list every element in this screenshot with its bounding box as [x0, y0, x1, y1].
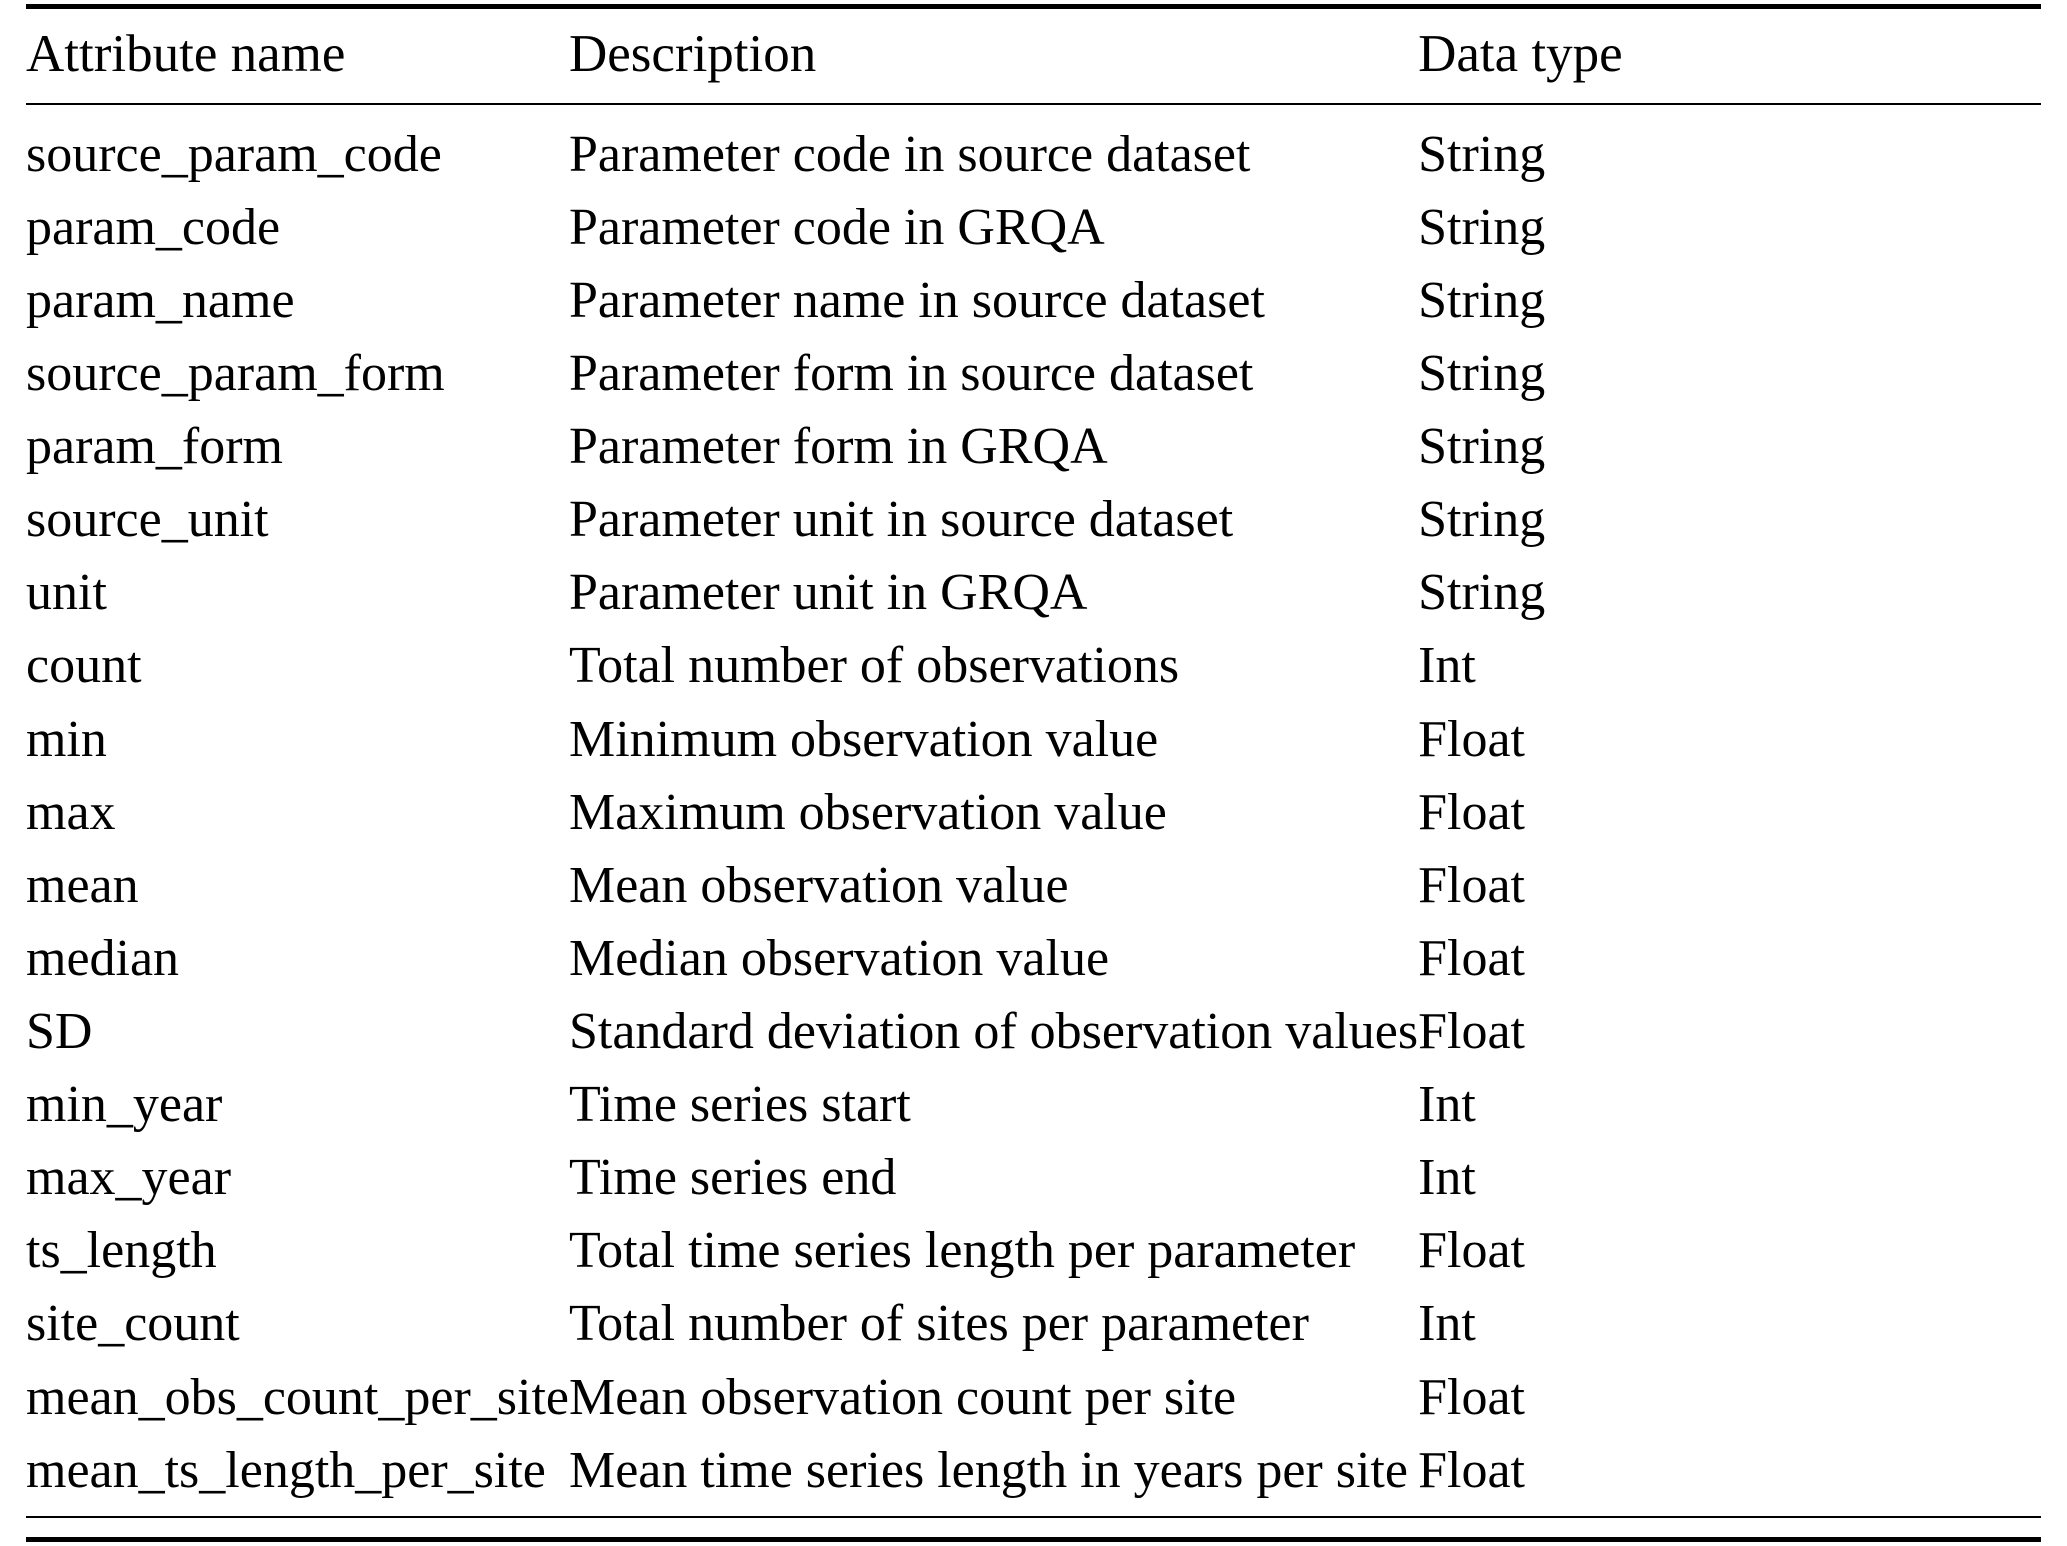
cell-data-type: String: [1418, 491, 1546, 549]
cell-attribute-name: site_count: [26, 1295, 240, 1353]
cell-description: Mean observation value: [568, 856, 1069, 914]
table-row: ts_length Total time series length per pa…: [26, 1214, 2041, 1287]
table-row: min Minimum observation value Float: [26, 703, 2041, 776]
cell-data-type: String: [1418, 125, 1546, 183]
cell-attribute-name: median: [26, 929, 180, 987]
cell-data-type: Int: [1418, 637, 1476, 695]
cell-attribute-name: ts_length: [26, 1222, 217, 1280]
cell-description: Time series start: [568, 1076, 911, 1134]
table-row: unit Parameter unit in GRQA String: [26, 556, 2041, 629]
cell-description: Maximum observation value: [568, 783, 1167, 841]
table-row: param_code Parameter code in GRQA String: [26, 191, 2041, 264]
table-row: source_unit Parameter unit in source data…: [26, 483, 2041, 556]
table-row: count Total number of observations Int: [26, 629, 2041, 702]
cell-attribute-name: count: [26, 637, 142, 695]
table-row: mean_ts_length_per_site Mean time series …: [26, 1434, 2041, 1517]
cell-data-type: Float: [1418, 1002, 1526, 1060]
cell-description: Standard deviation of observation values: [568, 1002, 1419, 1060]
table-row: min_year Time series start Int: [26, 1068, 2041, 1141]
cell-data-type: String: [1418, 198, 1546, 256]
column-header-description: Description: [568, 9, 1419, 105]
cell-attribute-name: mean: [26, 856, 139, 914]
cell-attribute-name: max_year: [26, 1149, 232, 1207]
cell-attribute-name: mean_obs_count_per_site: [26, 1368, 569, 1426]
cell-data-type: Float: [1418, 1441, 1526, 1499]
cell-data-type: Int: [1418, 1149, 1476, 1207]
cell-attribute-name: source_unit: [26, 491, 269, 549]
table-header-row: Attribute name Description Data type: [26, 9, 2041, 105]
attribute-table: Attribute name Description Data type sou…: [26, 9, 2041, 1518]
cell-data-type: String: [1418, 344, 1546, 402]
cell-description: Parameter code in source dataset: [568, 125, 1251, 183]
cell-attribute-name: source_param_form: [26, 344, 445, 402]
table-row: source_param_form Parameter form in sourc…: [26, 337, 2041, 410]
cell-data-type: Float: [1418, 783, 1526, 841]
table-row: max_year Time series end Int: [26, 1141, 2041, 1214]
table-row: mean_obs_count_per_site Mean observation …: [26, 1361, 2041, 1434]
table-row: SD Standard deviation of observation valu…: [26, 995, 2041, 1068]
table-row: mean Mean observation value Float: [26, 849, 2041, 922]
table-row: max Maximum observation value Float: [26, 776, 2041, 849]
cell-data-type: Int: [1418, 1295, 1476, 1353]
cell-description: Parameter code in GRQA: [568, 198, 1105, 256]
cell-description: Total time series length per parameter: [568, 1222, 1356, 1280]
cell-data-type: Float: [1418, 710, 1526, 768]
cell-data-type: String: [1418, 418, 1546, 476]
cell-description: Parameter form in GRQA: [568, 418, 1108, 476]
table-row: site_count Total number of sites per para…: [26, 1287, 2041, 1360]
table-body: source_param_code Parameter code in sourc…: [26, 104, 2041, 1517]
cell-data-type: String: [1418, 564, 1546, 622]
cell-data-type: String: [1418, 271, 1546, 329]
cell-attribute-name: mean_ts_length_per_site: [26, 1441, 546, 1499]
cell-attribute-name: param_code: [26, 198, 281, 256]
cell-description: Mean time series length in years per sit…: [568, 1441, 1408, 1499]
column-header-data-type: Data type: [1418, 9, 2041, 105]
cell-attribute-name: SD: [26, 1002, 93, 1060]
cell-description: Time series end: [568, 1149, 897, 1207]
table-row: source_param_code Parameter code in sourc…: [26, 104, 2041, 191]
cell-attribute-name: min_year: [26, 1076, 223, 1134]
cell-data-type: Float: [1418, 929, 1526, 987]
cell-description: Parameter form in source dataset: [568, 344, 1254, 402]
cell-attribute-name: param_form: [26, 418, 284, 476]
cell-description: Parameter unit in GRQA: [568, 564, 1088, 622]
cell-attribute-name: source_param_code: [26, 125, 442, 183]
table-row: param_form Parameter form in GRQA String: [26, 410, 2041, 483]
cell-data-type: Int: [1418, 1076, 1476, 1134]
table-row: median Median observation value Float: [26, 922, 2041, 995]
attribute-table-frame: Attribute name Description Data type sou…: [26, 4, 2041, 1542]
cell-description: Minimum observation value: [568, 710, 1159, 768]
cell-attribute-name: min: [26, 710, 107, 768]
column-header-attribute-name: Attribute name: [26, 9, 569, 105]
cell-description: Median observation value: [568, 929, 1110, 987]
cell-description: Parameter name in source dataset: [568, 271, 1265, 329]
cell-description: Total number of observations: [568, 637, 1180, 695]
cell-attribute-name: param_name: [26, 271, 295, 329]
cell-description: Total number of sites per parameter: [568, 1295, 1309, 1353]
cell-data-type: Float: [1418, 856, 1526, 914]
cell-data-type: Float: [1418, 1222, 1526, 1280]
cell-description: Parameter unit in source dataset: [568, 491, 1234, 549]
table-row: param_name Parameter name in source datas…: [26, 264, 2041, 337]
cell-data-type: Float: [1418, 1368, 1526, 1426]
cell-description: Mean observation count per site: [568, 1368, 1237, 1426]
cell-attribute-name: unit: [26, 564, 107, 622]
cell-attribute-name: max: [26, 783, 116, 841]
